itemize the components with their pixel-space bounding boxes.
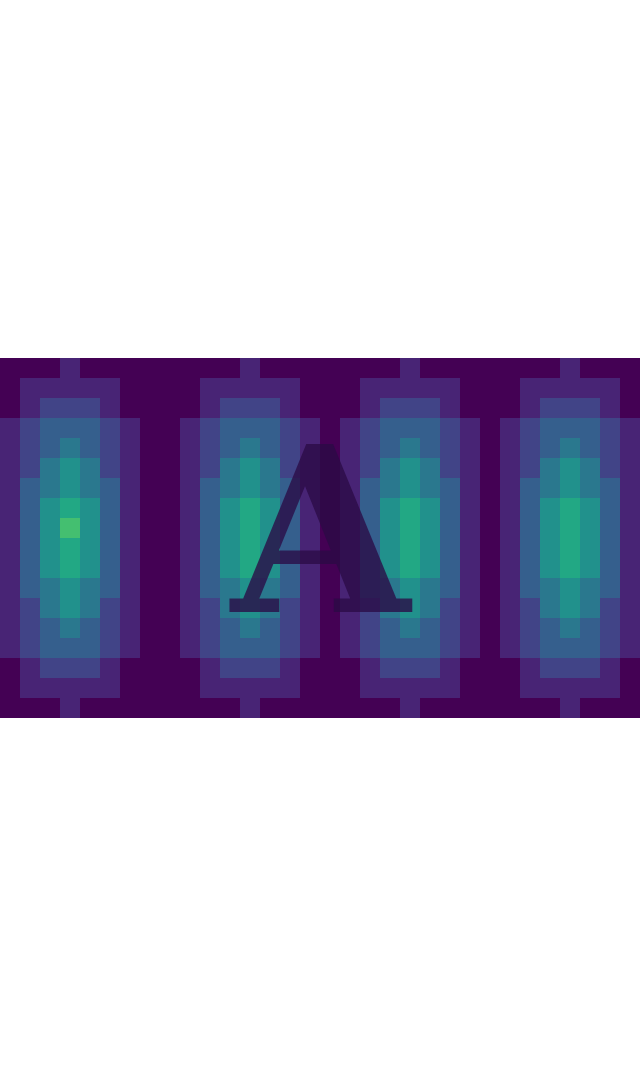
svg-text:A: A xyxy=(229,396,413,666)
